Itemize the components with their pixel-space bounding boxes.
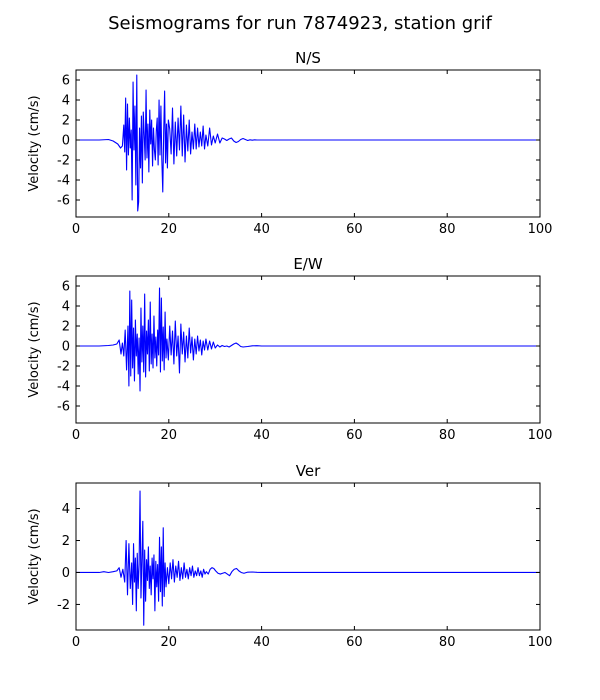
- ew-ytick-label: -6: [57, 400, 70, 415]
- ew-ylabel: Velocity (cm/s): [27, 301, 42, 397]
- ns-trace-line: [76, 74, 540, 212]
- ns-panel-title: N/S: [295, 49, 321, 67]
- ver-panel-title: Ver: [296, 462, 321, 480]
- ew-ytick-label: 2: [62, 320, 70, 335]
- ver-xtick-label: 80: [439, 635, 456, 650]
- ns-xtick-label: 80: [439, 222, 456, 237]
- ew-panel-title: E/W: [293, 255, 323, 273]
- ns-xtick-label: 60: [346, 222, 363, 237]
- ver-ytick-label: 4: [62, 502, 70, 517]
- ew-xtick-label: 100: [528, 428, 553, 443]
- ver-xtick-label: 20: [161, 635, 178, 650]
- ns-ytick-label: 6: [62, 74, 70, 89]
- ew-ytick-label: -2: [57, 360, 70, 375]
- ns-ytick-label: -6: [57, 194, 70, 209]
- ew-ytick-label: 6: [62, 280, 70, 295]
- ew-panel: E/W 0 20 40 60 80 100 -6 -4 -2 0 2 4 6 Velocity (cm/s): [27, 255, 552, 443]
- ver-xtick-label: 0: [72, 635, 80, 650]
- ew-ytick-label: -4: [57, 380, 70, 395]
- ns-xtick-label: 0: [72, 222, 80, 237]
- ew-xtick-label: 20: [161, 428, 178, 443]
- ver-ytick-label: 0: [62, 566, 70, 581]
- figure-title: Seismograms for run 7874923, station gri…: [108, 13, 492, 34]
- ew-xtick-label: 40: [253, 428, 270, 443]
- ew-xtick-label: 80: [439, 428, 456, 443]
- ver-xtick-label: 40: [253, 635, 270, 650]
- ew-ytick-label: 4: [62, 300, 70, 315]
- ns-ytick-label: -2: [57, 154, 70, 169]
- ns-panel: N/S 0 20 40 60 80 100 -6 -4 -2 0 2 4 6 Velocity (cm/s): [27, 49, 552, 237]
- ew-axes-frame: [75, 275, 541, 424]
- ew-xtick-label: 60: [346, 428, 363, 443]
- ns-ytick-label: 4: [62, 94, 70, 109]
- ns-xtick-label: 20: [161, 222, 178, 237]
- ew-trace-line: [76, 287, 540, 392]
- ver-xtick-label: 100: [528, 635, 553, 650]
- ew-ytick-label: 0: [62, 340, 70, 355]
- ns-ytick-label: 2: [62, 114, 70, 129]
- ns-ytick-label: -4: [57, 174, 70, 189]
- ver-ytick-label: 2: [62, 534, 70, 549]
- ns-ylabel: Velocity (cm/s): [27, 95, 42, 191]
- ver-trace-line: [76, 490, 540, 626]
- ns-ytick-label: 0: [62, 134, 70, 149]
- ver-axes-frame: [75, 482, 541, 631]
- ver-ytick-label: -2: [57, 598, 70, 613]
- ver-xtick-label: 60: [346, 635, 363, 650]
- ver-panel: Ver 0 20 40 60 80 100 -2 0 2 4 Velocity (cm/s): [27, 462, 552, 650]
- ns-xtick-label: 40: [253, 222, 270, 237]
- ver-ylabel: Velocity (cm/s): [27, 508, 42, 604]
- ns-axes-frame: [75, 69, 541, 218]
- ew-xtick-label: 0: [72, 428, 80, 443]
- ns-xtick-label: 100: [528, 222, 553, 237]
